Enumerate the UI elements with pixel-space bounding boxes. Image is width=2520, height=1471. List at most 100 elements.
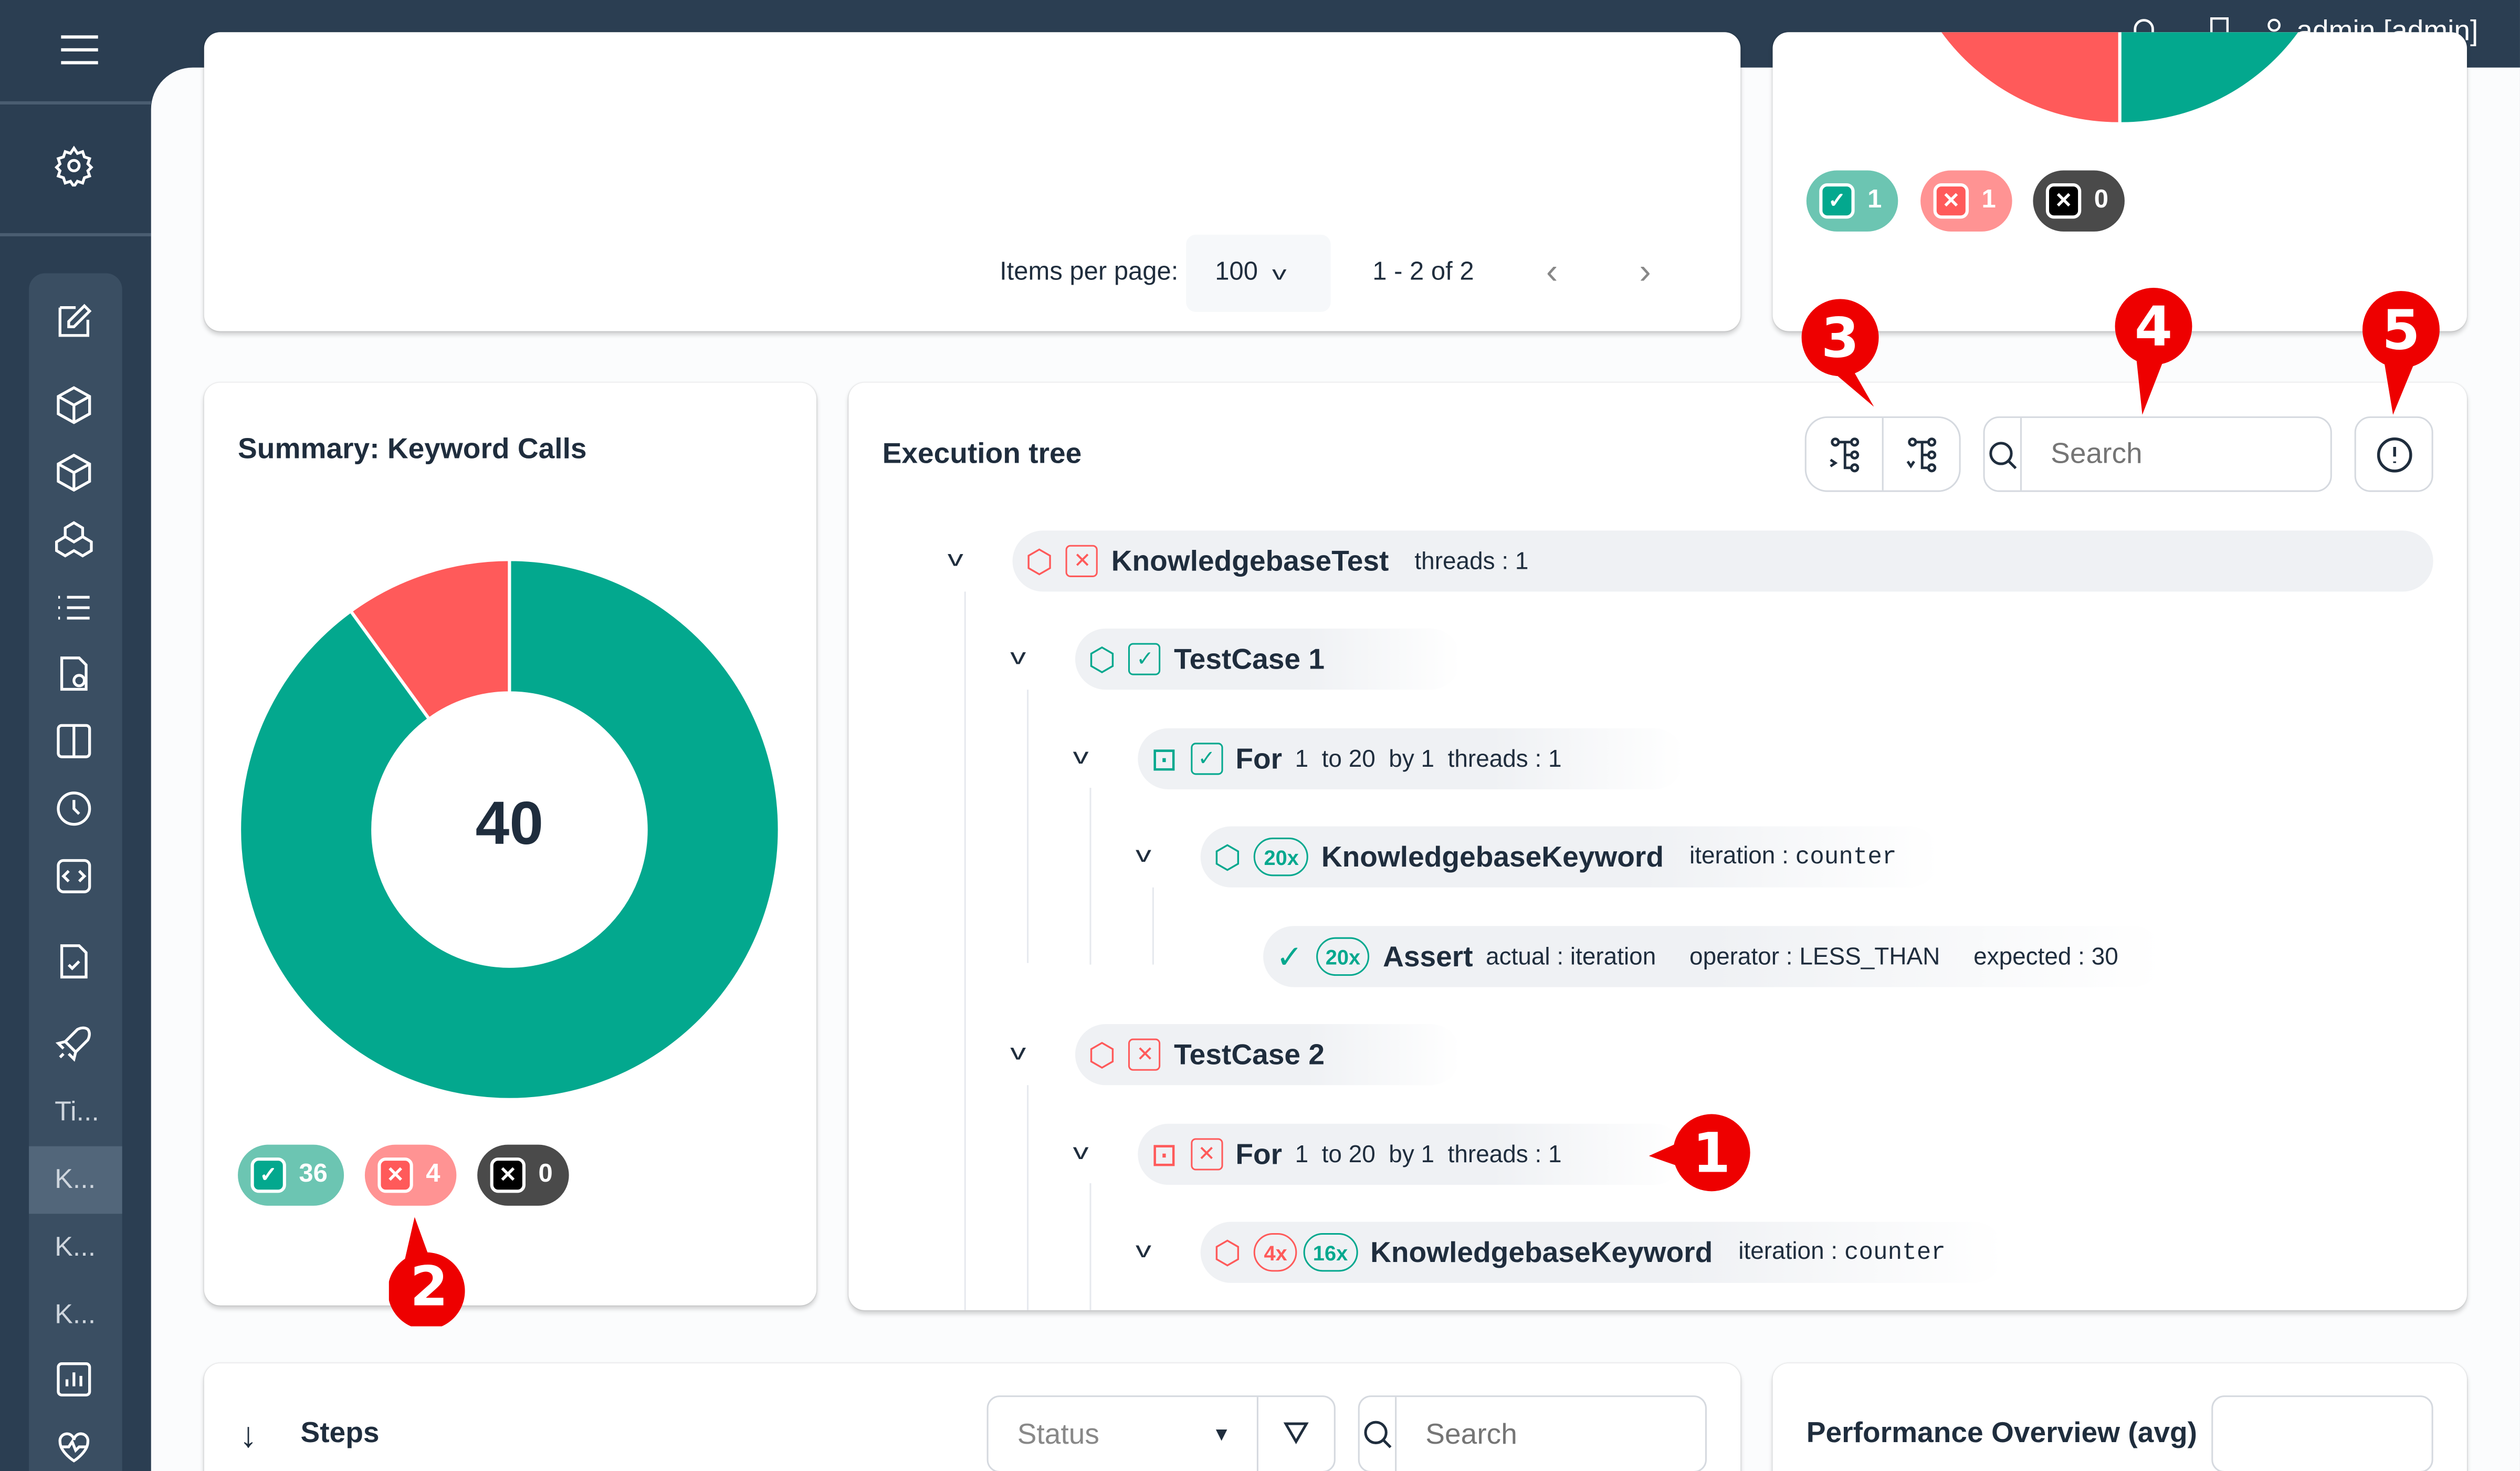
- sidebar-item-k1[interactable]: K...: [55, 1164, 96, 1195]
- info-button[interactable]: [2354, 416, 2433, 492]
- tree-search: [1983, 416, 2424, 492]
- check-square-icon: ✓: [1190, 743, 1223, 775]
- tree-row[interactable]: ⬡ 4x 16x KnowledgebaseKeyword iteration …: [1200, 1222, 2004, 1283]
- donut-slice-failed[interactable]: [348, 558, 511, 722]
- check-square-icon: ✓: [1129, 643, 1161, 675]
- execution-tree-title: Execution tree: [882, 437, 1082, 470]
- tree-row[interactable]: ⬡ ✕ TestCase 2: [1075, 1024, 1461, 1086]
- pie-slice-passed: [2121, 32, 2298, 122]
- annotation-marker-2: 2: [387, 1214, 469, 1330]
- settings-icon[interactable]: [51, 143, 97, 188]
- testcase-icon: ⬡: [1088, 1038, 1116, 1073]
- tree-row[interactable]: ✓ 20x Assert actual : iteration operator…: [1263, 926, 2164, 987]
- expand-all-button[interactable]: [1807, 418, 1884, 491]
- table-card: Items per page: 100 v 1 - 2 of 2 ‹ ›: [204, 32, 1741, 331]
- chevron-down-icon[interactable]: v: [1073, 743, 1089, 769]
- heartbeat-icon[interactable]: [51, 1424, 97, 1469]
- status-select[interactable]: Status ▼ ⛛: [986, 1395, 1336, 1471]
- annotation-marker-1: 1: [1648, 1112, 1752, 1212]
- tree-row[interactable]: ⬡ 20x KnowledgebaseKeyword iteration : c…: [1200, 826, 1940, 888]
- chevron-down-icon: v: [1272, 262, 1286, 285]
- x-square-icon: ✕: [490, 1157, 526, 1193]
- chip-failed[interactable]: ✕ 4: [364, 1144, 457, 1206]
- items-per-page-label: Items per page:: [1000, 258, 1179, 286]
- chart-icon[interactable]: [51, 1357, 97, 1402]
- clock-icon[interactable]: [51, 786, 97, 831]
- x-square-icon: ✕: [1190, 1138, 1223, 1171]
- check-square-icon: ✓: [250, 1157, 286, 1193]
- tree-row[interactable]: ⬡ ✓ TestCase 1: [1075, 628, 1461, 690]
- code-icon[interactable]: [51, 853, 97, 899]
- keyword-cube-icon: ⬡: [1213, 840, 1242, 875]
- chip-skipped[interactable]: ✕ 0: [477, 1144, 569, 1206]
- menu-icon[interactable]: [61, 35, 98, 65]
- list-icon[interactable]: [51, 585, 97, 630]
- chip-failed[interactable]: ✕ 1: [1920, 170, 2012, 232]
- file-icon[interactable]: [51, 651, 97, 696]
- summary-total: 40: [475, 791, 544, 859]
- sidebar-item-selected-bg: [29, 1146, 122, 1214]
- performance-select[interactable]: [2211, 1395, 2433, 1471]
- prev-page-button[interactable]: ‹: [1546, 251, 1558, 291]
- chevron-down-icon[interactable]: v: [1010, 1038, 1026, 1065]
- tree-collapse-icon: [1906, 436, 1936, 472]
- rocket-icon[interactable]: [51, 1021, 97, 1066]
- summary-title: Summary: Keyword Calls: [238, 432, 587, 465]
- filter-icon[interactable]: ⛛: [1256, 1397, 1334, 1471]
- annotation-marker-5: 5: [2361, 289, 2441, 415]
- annotation-marker-4: 4: [2113, 286, 2193, 415]
- steps-card: ↓ Steps Status ▼ ⛛: [204, 1363, 1799, 1471]
- search-icon[interactable]: [1985, 418, 2022, 491]
- tree-row[interactable]: ⊡ ✓ For 1 to 20 by 1 threads : 1: [1138, 728, 1685, 790]
- test-plan-icon: ⬡: [1025, 544, 1054, 580]
- x-square-icon: ✕: [377, 1157, 413, 1193]
- tree-expand-icon: [1829, 436, 1858, 472]
- columns-icon[interactable]: [51, 718, 97, 764]
- chevron-down-icon[interactable]: v: [1136, 1236, 1152, 1263]
- chip-loop-icon: ⊡: [1150, 742, 1178, 778]
- items-per-page-select[interactable]: 100 v: [1186, 234, 1331, 312]
- file-check-icon[interactable]: [51, 939, 97, 984]
- execution-tree-card: Execution tree v ⬡ ✕ KnowledgebaseTest t…: [848, 382, 2467, 1310]
- x-square-icon: ✕: [1129, 1038, 1161, 1071]
- collapse-all-button[interactable]: [1884, 418, 1959, 491]
- caret-down-icon: ▼: [1212, 1423, 1231, 1446]
- chevron-down-icon[interactable]: v: [1136, 841, 1152, 867]
- x-square-icon: ✕: [1933, 183, 1969, 219]
- performance-card: Performance Overview (avg): [1772, 1363, 2467, 1471]
- steps-search: [1358, 1395, 1799, 1471]
- cube-icon[interactable]: [51, 383, 97, 428]
- summary-card: Summary: Keyword Calls 40 ✓ 36 ✕ 4 ✕ 0: [204, 382, 817, 1306]
- status-pie-chart: [1941, 32, 2298, 122]
- status-card: ✓ 1 ✕ 1 ✕ 0: [1772, 32, 2467, 331]
- chip-skipped[interactable]: ✕ 0: [2033, 170, 2125, 232]
- edit-icon[interactable]: [51, 299, 97, 344]
- page-range: 1 - 2 of 2: [1372, 258, 1474, 286]
- donut-slice-passed[interactable]: [238, 558, 781, 1101]
- sidebar-item-k3[interactable]: K...: [55, 1299, 96, 1330]
- chip-passed[interactable]: ✓ 1: [1806, 170, 1898, 232]
- steps-title: Steps: [300, 1416, 380, 1449]
- keyword-cube-icon: ⬡: [1213, 1235, 1242, 1271]
- chevron-down-icon[interactable]: v: [1010, 643, 1026, 669]
- alert-circle-icon: [2376, 436, 2412, 472]
- search-icon[interactable]: [1360, 1397, 1397, 1471]
- cubes-icon[interactable]: [51, 518, 97, 563]
- cube-outline-icon[interactable]: [51, 450, 97, 495]
- tree-row[interactable]: ⬡ ✕ KnowledgebaseTest threads : 1: [1012, 530, 2433, 592]
- pie-slice-failed: [1941, 32, 2118, 122]
- tree-row[interactable]: ⊡ ✕ For 1 to 20 by 1 threads : 1: [1138, 1123, 1685, 1185]
- sidebar-item-k2[interactable]: K...: [55, 1231, 96, 1263]
- next-page-button[interactable]: ›: [1639, 251, 1651, 291]
- chip-passed[interactable]: ✓ 36: [238, 1144, 344, 1206]
- chevron-down-icon[interactable]: v: [947, 545, 963, 571]
- sidebar-item-ti[interactable]: Ti...: [55, 1096, 99, 1127]
- chip-loop-icon: ⊡: [1150, 1137, 1178, 1173]
- summary-donut-chart: [238, 558, 781, 1101]
- check-square-icon: ✓: [1819, 183, 1855, 219]
- steps-search-input[interactable]: [1396, 1397, 1799, 1471]
- check-icon: ✓: [1276, 940, 1303, 975]
- arrow-down-icon[interactable]: ↓: [239, 1414, 257, 1455]
- chevron-down-icon[interactable]: v: [1073, 1138, 1089, 1164]
